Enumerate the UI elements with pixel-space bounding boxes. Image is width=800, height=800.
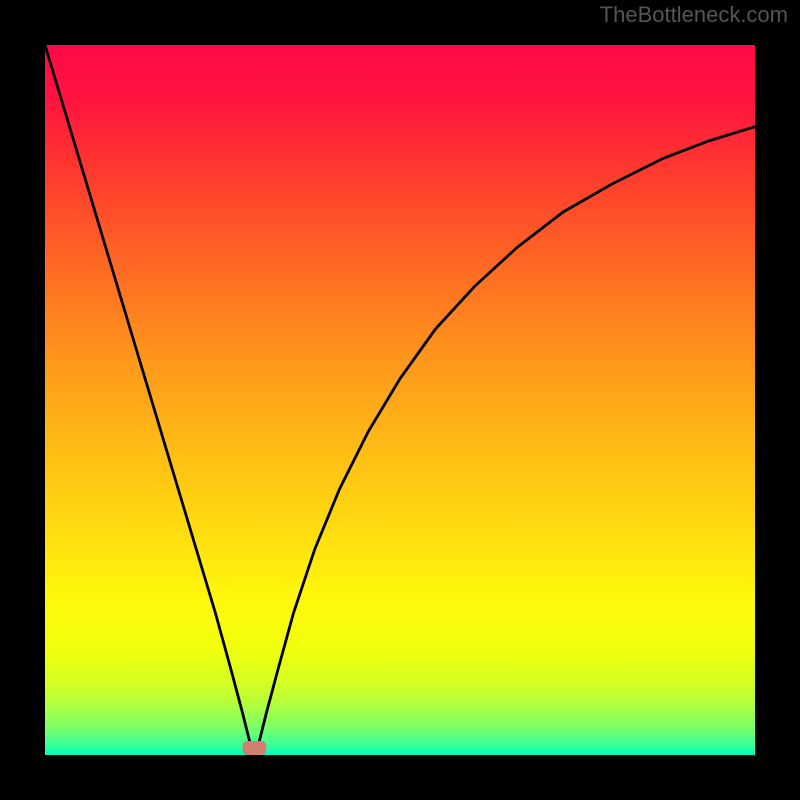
- watermark-text: TheBottleneck.com: [600, 2, 788, 28]
- optimal-marker: [242, 741, 266, 755]
- bottleneck-chart: TheBottleneck.com: [0, 0, 800, 800]
- chart-svg: [0, 0, 800, 800]
